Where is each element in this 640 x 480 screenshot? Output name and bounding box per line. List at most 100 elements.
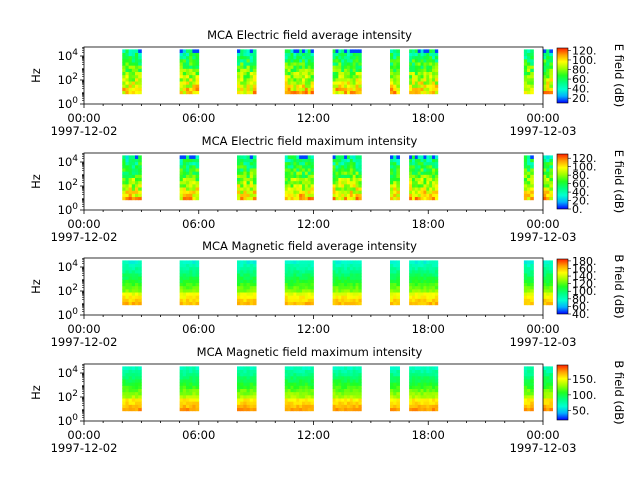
spectrogram-cell bbox=[122, 168, 126, 172]
spectrogram-cell bbox=[332, 196, 336, 201]
spectrogram-cell bbox=[434, 81, 439, 85]
spectrogram-cell bbox=[192, 295, 196, 299]
spectrogram-cell bbox=[434, 87, 439, 92]
spectrogram-cell bbox=[332, 385, 336, 389]
spectrogram-cell bbox=[287, 266, 291, 271]
spectrogram-cell bbox=[355, 55, 359, 60]
spectrogram-cell bbox=[417, 372, 421, 377]
spectrogram-cell bbox=[523, 158, 528, 163]
spectrogram-cell bbox=[344, 391, 348, 396]
spectrogram-cell bbox=[296, 375, 300, 380]
data-interval-2 bbox=[179, 260, 200, 306]
colorbar-tick-label: 80. bbox=[572, 293, 590, 306]
colorbar-tick-label: 60. bbox=[572, 73, 590, 86]
data-interval-6 bbox=[390, 366, 400, 412]
spectrogram-cell bbox=[290, 269, 294, 274]
spectrogram-cell bbox=[299, 366, 303, 370]
spectrogram-cells bbox=[122, 49, 553, 95]
spectrogram-cell bbox=[284, 74, 289, 79]
spectrogram-cell bbox=[310, 190, 314, 194]
spectrogram-cell bbox=[546, 55, 550, 60]
spectrogram-cell bbox=[249, 187, 254, 191]
spectrogram-cell bbox=[310, 285, 314, 290]
spectrogram-cell bbox=[293, 174, 297, 178]
spectrogram-cell bbox=[246, 87, 251, 92]
spectrogram-cell bbox=[429, 269, 433, 274]
spectrogram-cell bbox=[138, 292, 142, 296]
spectrogram-cell bbox=[307, 164, 312, 169]
spectrogram-cell bbox=[293, 171, 297, 175]
spectrogram-cell bbox=[131, 183, 136, 188]
spectrogram-cell bbox=[302, 401, 306, 405]
spectrogram-cell bbox=[341, 401, 345, 405]
spectrogram-cell bbox=[530, 282, 534, 287]
spectrogram-cell bbox=[546, 295, 550, 299]
spectrogram-cell bbox=[195, 288, 200, 293]
spectrogram-cell bbox=[296, 84, 300, 88]
spectrogram-cell bbox=[128, 372, 133, 377]
spectrogram-cell bbox=[426, 155, 430, 159]
spectrogram-cell bbox=[135, 58, 139, 63]
spectrogram-cell bbox=[128, 391, 133, 396]
spectrogram-cell bbox=[299, 49, 303, 53]
spectrogram-cell bbox=[122, 52, 126, 57]
spectrogram-cell bbox=[310, 273, 314, 277]
spectrogram-cell bbox=[426, 190, 430, 194]
spectrogram-cell bbox=[249, 68, 254, 72]
spectrogram-cell bbox=[192, 391, 196, 396]
spectrogram-cell bbox=[293, 391, 297, 396]
spectrogram-cell bbox=[426, 164, 430, 169]
spectrogram-cell bbox=[240, 62, 244, 66]
spectrogram-cell bbox=[409, 177, 413, 182]
spectrogram-panel-1: MCA Electric field average intensity1001… bbox=[29, 28, 626, 138]
spectrogram-cell bbox=[284, 279, 289, 283]
spectrogram-cell bbox=[195, 398, 200, 402]
spectrogram-cell bbox=[426, 285, 430, 290]
spectrogram-cell bbox=[355, 168, 359, 172]
spectrogram-cell bbox=[434, 295, 439, 299]
spectrogram-cell bbox=[243, 366, 247, 370]
spectrogram-cell bbox=[252, 404, 257, 409]
spectrogram-cell bbox=[338, 279, 342, 283]
spectrogram-cell bbox=[290, 382, 294, 386]
x-tick-label: 00:00 bbox=[67, 428, 100, 442]
spectrogram-cell bbox=[195, 282, 200, 287]
spectrogram-cell bbox=[237, 77, 241, 82]
spectrogram-cell bbox=[138, 84, 142, 88]
spectrogram-cell bbox=[423, 71, 427, 76]
spectrogram-cell bbox=[409, 388, 413, 393]
spectrogram-cell bbox=[332, 273, 336, 277]
spectrogram-cell bbox=[125, 49, 130, 53]
spectrogram-cell bbox=[186, 366, 190, 370]
spectrogram-cell bbox=[411, 81, 416, 85]
spectrogram-cell bbox=[296, 385, 300, 389]
spectrogram-cell bbox=[409, 193, 413, 198]
spectrogram-cell bbox=[332, 372, 336, 377]
spectrogram-cell bbox=[287, 161, 291, 166]
spectrogram-cell bbox=[523, 183, 528, 188]
spectrogram-cell bbox=[179, 55, 184, 60]
spectrogram-cell bbox=[122, 62, 126, 66]
spectrogram-cell bbox=[186, 55, 190, 60]
spectrogram-cell bbox=[546, 276, 550, 280]
spectrogram-cell bbox=[304, 161, 309, 166]
spectrogram-cell bbox=[349, 49, 354, 53]
spectrogram-cell bbox=[527, 193, 531, 198]
spectrogram-cell bbox=[189, 174, 193, 178]
spectrogram-cell bbox=[338, 407, 342, 412]
spectrogram-cell bbox=[423, 260, 427, 264]
spectrogram-cell bbox=[125, 52, 130, 57]
spectrogram-cell bbox=[414, 407, 419, 412]
spectrogram-cell bbox=[352, 190, 356, 194]
spectrogram-cell bbox=[527, 388, 531, 393]
spectrogram-cell bbox=[304, 285, 309, 290]
spectrogram-cell bbox=[293, 71, 297, 76]
spectrogram-cell bbox=[243, 161, 247, 166]
spectrogram-cell bbox=[396, 372, 400, 377]
spectrogram-cell bbox=[252, 68, 257, 72]
spectrogram-cell bbox=[243, 279, 247, 283]
data-interval-5 bbox=[332, 366, 362, 412]
spectrogram-cell bbox=[290, 285, 294, 290]
spectrogram-cell bbox=[341, 71, 345, 76]
spectrogram-cell bbox=[192, 183, 196, 188]
